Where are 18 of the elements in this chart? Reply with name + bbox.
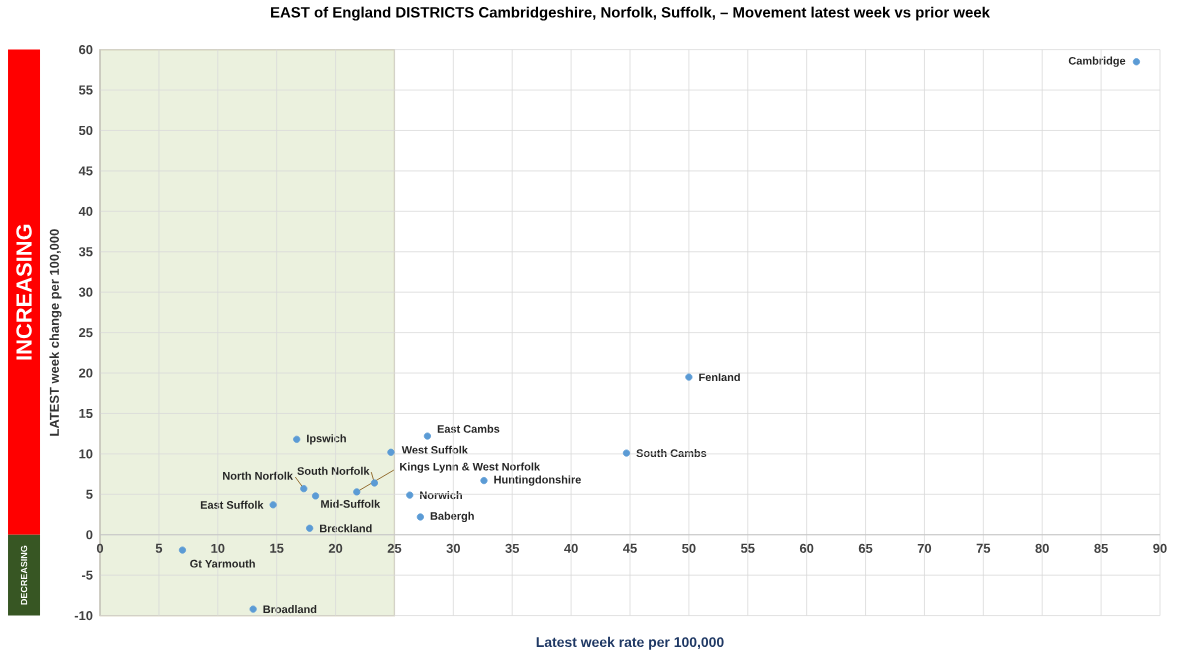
point <box>311 492 320 500</box>
point <box>178 546 187 554</box>
point <box>387 448 395 457</box>
point <box>480 477 488 485</box>
point <box>249 605 257 613</box>
point <box>423 432 432 440</box>
text: INCREASING <box>16 224 32 360</box>
point <box>370 479 379 487</box>
point <box>406 491 414 499</box>
point <box>269 501 277 509</box>
point <box>293 435 301 444</box>
point <box>306 524 314 533</box>
point <box>685 373 693 381</box>
point <box>416 513 424 521</box>
point <box>300 485 308 493</box>
point <box>353 488 361 496</box>
point <box>622 449 631 457</box>
point <box>1132 58 1141 66</box>
